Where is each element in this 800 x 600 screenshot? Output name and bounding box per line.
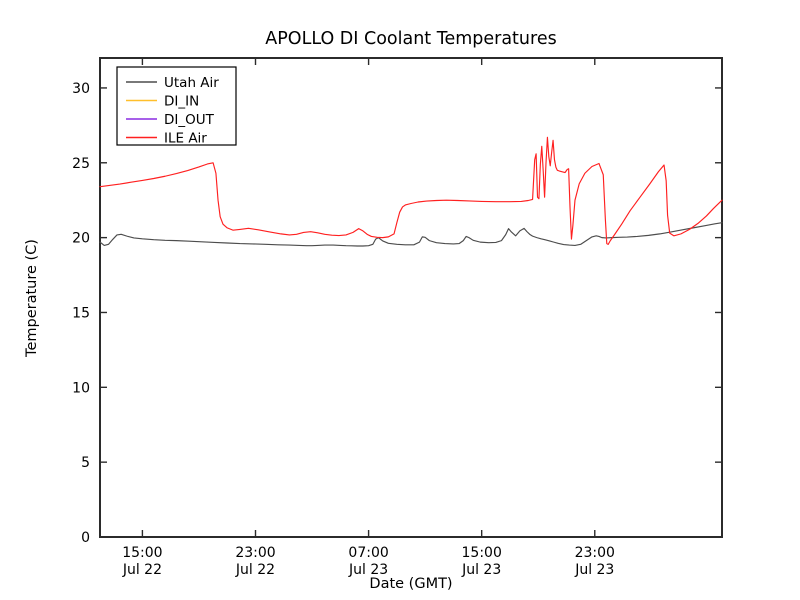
x-tick-label-time: 23:00	[235, 545, 275, 561]
x-tick-label-time: 07:00	[348, 545, 388, 561]
legend-entry-di-in[interactable]: DI_IN	[126, 94, 199, 110]
legend-entry-di-out[interactable]: DI_OUT	[126, 112, 215, 128]
x-tick-label-date: Jul 23	[461, 562, 501, 578]
chart-legend[interactable]: Utah Air DI_IN DI_OUT ILE Air	[116, 66, 237, 147]
legend-label: DI_IN	[164, 94, 199, 110]
x-tick-label-date: Jul 22	[235, 562, 275, 578]
legend-entry-ile-air[interactable]: ILE Air	[126, 131, 207, 147]
x-tick-label-date: Jul 23	[348, 562, 388, 578]
x-tick-label-time: 23:00	[575, 545, 615, 561]
y-tick-label: 5	[81, 455, 90, 471]
x-tick-label-time: 15:00	[462, 545, 502, 561]
legend-entry-utah-air[interactable]: Utah Air	[126, 75, 219, 91]
y-tick-label: 15	[72, 305, 90, 321]
x-tick-label-time: 15:00	[122, 545, 162, 561]
y-tick-label: 25	[72, 156, 90, 172]
legend-label: Utah Air	[164, 75, 219, 91]
legend-box	[116, 66, 237, 146]
x-axis-label: Date (GMT)	[369, 576, 452, 592]
y-tick-label: 0	[81, 530, 90, 546]
data-series-layer	[99, 136, 723, 247]
x-tick-label-date: Jul 22	[122, 562, 162, 578]
y-tick-label: 30	[72, 81, 90, 97]
series-line-ile-air	[99, 136, 723, 245]
legend-label: ILE Air	[164, 131, 207, 147]
axes-frame	[99, 57, 723, 538]
legend-label: DI_OUT	[164, 112, 215, 128]
series-line-utah-air	[99, 222, 723, 247]
y-axis-label: Temperature (C)	[24, 239, 40, 358]
y-tick-label: 20	[72, 231, 90, 247]
y-tick-label: 10	[72, 380, 90, 396]
chart-title: APOLLO DI Coolant Temperatures	[265, 29, 556, 49]
x-tick-label-date: Jul 23	[574, 562, 614, 578]
